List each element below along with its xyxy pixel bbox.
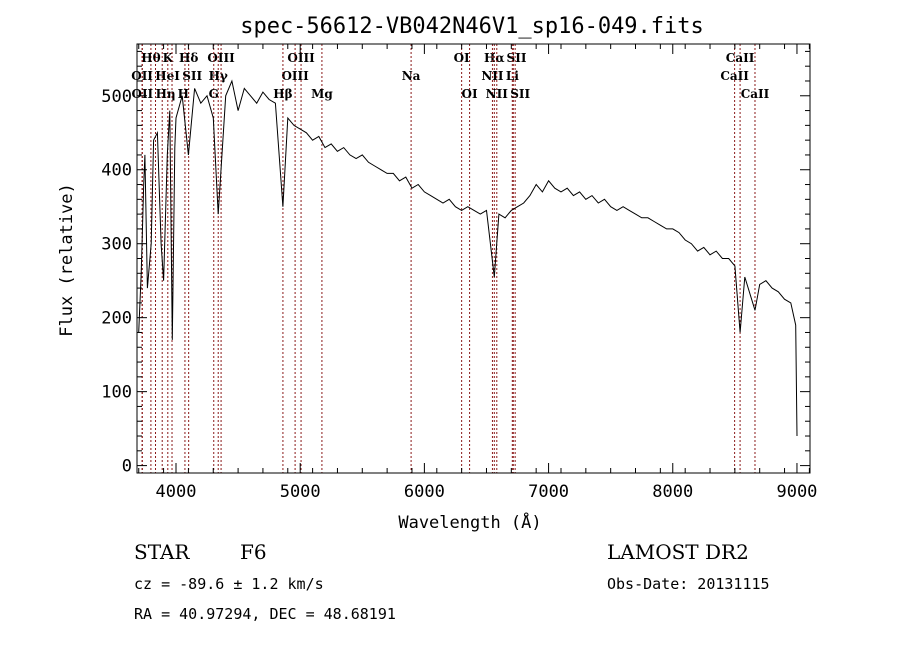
y-tick-label: 200 [101, 309, 132, 329]
spectral-line-label: CaII [741, 87, 770, 101]
spectral-line-label: Hθ [141, 51, 160, 65]
spectral-line-label: OI [462, 87, 478, 101]
chart-title: spec-56612-VB042N46V1_sp16-049.fits [240, 14, 704, 39]
spectral-line-label: OIII [281, 69, 309, 83]
y-tick-label: 0 [122, 457, 132, 477]
y-tick-label: 400 [101, 161, 132, 181]
spectral-line-label: OI [454, 51, 470, 65]
y-tick-label: 100 [101, 383, 132, 403]
spectral-line-label: NII [486, 87, 509, 101]
spectral-line-label: H [178, 87, 189, 101]
spectral-line-label: Hη [156, 87, 176, 101]
spectral-line-label: Hδ [179, 51, 198, 65]
plot-frame [136, 43, 811, 474]
spectral-line-label: G [209, 87, 219, 101]
y-axis-label: Flux (relative) [57, 183, 77, 337]
spectral-line-label: Na [402, 69, 421, 83]
object-subclass: F6 [240, 540, 267, 564]
redshift-text: cz = -89.6 ± 1.2 km/s [134, 575, 324, 593]
radec-text: RA = 40.97294, DEC = 48.68191 [134, 605, 396, 623]
x-tick-label: 5000 [280, 482, 321, 502]
x-tick-label: 6000 [404, 482, 445, 502]
spectral-line-label: NII [481, 69, 504, 83]
object-class: STAR [134, 540, 190, 564]
spectral-line-label: CaII [726, 51, 755, 65]
spectral-line-label: Mg [311, 87, 333, 101]
spectral-line-label: SII [510, 87, 530, 101]
spectral-line-label: Hγ [209, 69, 228, 83]
x-tick-label: 4000 [156, 482, 197, 502]
x-tick-label: 7000 [528, 482, 569, 502]
spectral-line-label: Hβ [273, 87, 292, 101]
y-tick-label: 500 [101, 87, 132, 107]
x-tick-label: 8000 [652, 482, 693, 502]
x-tick-label: 9000 [776, 482, 817, 502]
obs-date: Obs-Date: 20131115 [607, 575, 770, 593]
spectral-line-label: SII [182, 69, 202, 83]
survey-name: LAMOST DR2 [607, 540, 749, 564]
spectral-line-label: OII [131, 87, 153, 101]
spectral-line-label: CaII [720, 69, 749, 83]
spectral-line-label: SII [507, 51, 527, 65]
spectral-line-label: OIII [207, 51, 235, 65]
spectral-line-label: OIII [287, 51, 315, 65]
y-tick-label: 300 [101, 235, 132, 255]
spectral-line-label: Li [506, 69, 519, 83]
spectrum-line [138, 79, 798, 437]
spectral-line-label: Hα [484, 51, 505, 65]
spectral-line-label: HeI [155, 69, 180, 83]
x-axis-label: Wavelength (Å) [398, 511, 541, 533]
spectral-line-label: K [163, 51, 174, 65]
